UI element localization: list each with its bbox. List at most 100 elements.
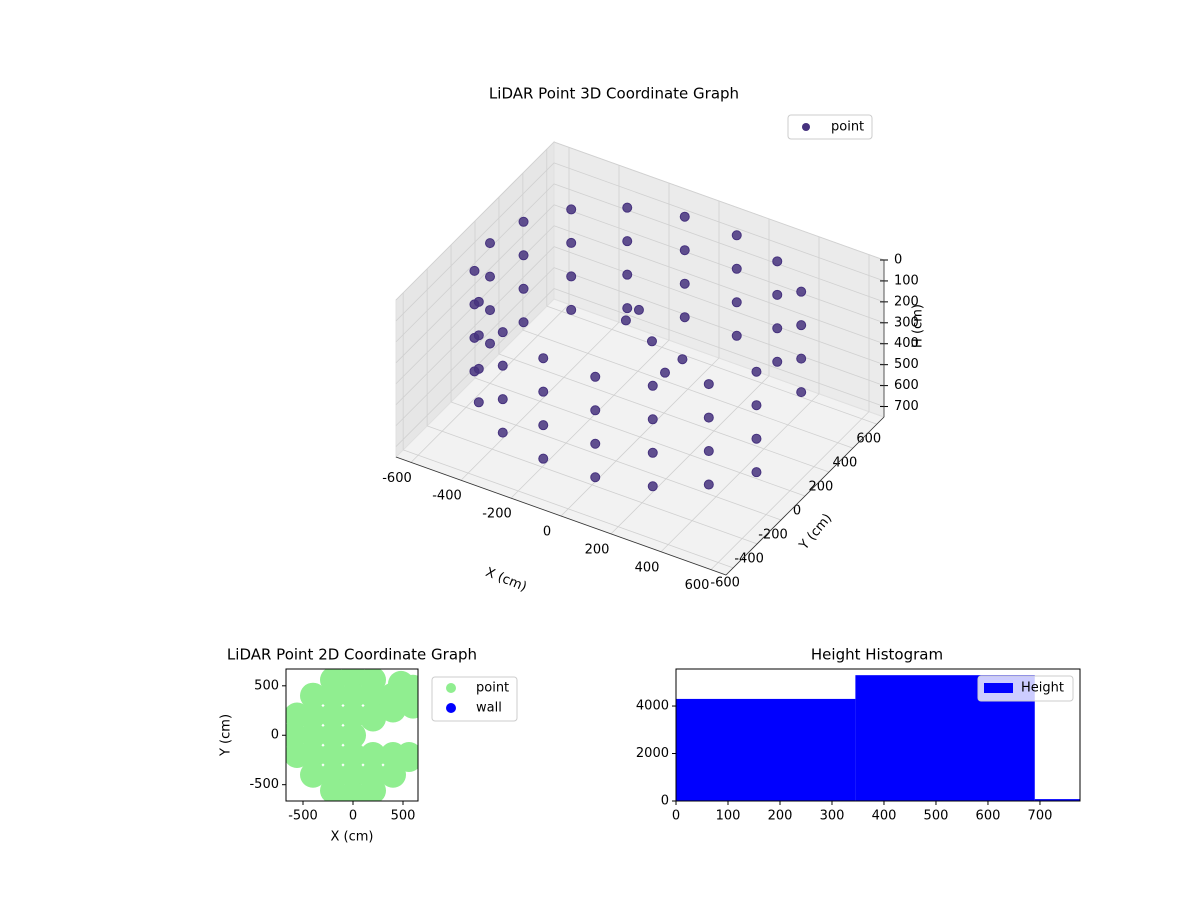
- point: [751, 433, 762, 444]
- chart-title: Height Histogram: [811, 646, 943, 664]
- grid-line: [395, 162, 555, 322]
- point: [703, 379, 714, 390]
- legend-patch: [984, 683, 1013, 693]
- point: [731, 263, 742, 274]
- y-tick-label: 0: [661, 794, 669, 809]
- point: [751, 400, 762, 411]
- y-tick-label: 0: [793, 504, 801, 519]
- point: [622, 236, 633, 247]
- grid-line: [553, 225, 885, 345]
- point: [538, 420, 549, 431]
- point: [646, 336, 657, 347]
- point: [647, 447, 658, 458]
- point: [497, 394, 508, 405]
- grid-line: [403, 449, 734, 569]
- point: [340, 702, 366, 729]
- grid-line: [395, 183, 555, 343]
- point: [731, 330, 742, 341]
- point: [300, 722, 326, 749]
- x-axis-label: X (cm): [331, 830, 374, 845]
- y-tick-label: -200: [758, 527, 788, 542]
- point: [340, 722, 366, 749]
- y-tick-label: 500: [254, 678, 279, 693]
- point: [590, 405, 601, 416]
- point: [622, 303, 633, 314]
- grid-line: [546, 305, 877, 425]
- point: [566, 304, 577, 315]
- z-tick-label: 100: [894, 273, 919, 288]
- point: [703, 479, 714, 490]
- point: [633, 304, 644, 315]
- point: [485, 271, 495, 282]
- point: [340, 781, 366, 801]
- z-tick-label: 200: [894, 294, 919, 309]
- point: [518, 250, 529, 261]
- x-tick-label: 300: [820, 809, 845, 824]
- grid-line: [474, 377, 806, 497]
- point: [751, 467, 762, 478]
- grid-line: [498, 353, 830, 473]
- y-tick-label: 200: [809, 480, 834, 495]
- point: [360, 777, 386, 801]
- point: [320, 722, 346, 749]
- z-tick-label: 600: [894, 378, 919, 393]
- point: [497, 427, 508, 438]
- x-tick-label: 0: [543, 525, 551, 540]
- point: [660, 367, 670, 378]
- point: [340, 669, 366, 689]
- y-tick-label: -600: [710, 575, 740, 590]
- point: [360, 705, 386, 732]
- point: [380, 696, 406, 723]
- legend-box: [977, 675, 1074, 702]
- point: [286, 702, 310, 729]
- point: [679, 211, 690, 222]
- point: [731, 230, 742, 241]
- point: [647, 380, 658, 391]
- z-tick-label: 300: [894, 315, 919, 330]
- point: [566, 237, 577, 248]
- point: [469, 332, 480, 343]
- bar: [676, 698, 856, 801]
- point: [485, 238, 495, 249]
- grid-line: [553, 246, 885, 366]
- axis-line: [395, 456, 727, 576]
- point: [751, 366, 762, 377]
- point: [320, 669, 346, 693]
- legend-marker: [802, 123, 810, 131]
- point: [396, 745, 418, 772]
- point: [679, 312, 690, 323]
- point: [518, 216, 529, 227]
- grid-line: [450, 401, 782, 521]
- point: [772, 323, 783, 334]
- y-tick-label: -500: [249, 777, 279, 792]
- y-tick-label: 400: [832, 456, 857, 471]
- point: [796, 353, 807, 364]
- point: [796, 387, 807, 398]
- point: [590, 472, 601, 483]
- point: [518, 283, 529, 294]
- y-tick-label: 2000: [636, 746, 669, 761]
- grid-line: [395, 204, 555, 364]
- point: [340, 682, 366, 709]
- chart-title: LiDAR Point 3D Coordinate Graph: [489, 85, 739, 103]
- point: [590, 371, 601, 382]
- point: [485, 305, 495, 316]
- x-tick-label: 100: [716, 809, 741, 824]
- point: [320, 777, 346, 801]
- point: [796, 320, 807, 331]
- point: [340, 742, 366, 769]
- point: [679, 278, 690, 289]
- point: [796, 286, 807, 297]
- point: [647, 414, 658, 425]
- x-tick-label: 200: [768, 809, 793, 824]
- point: [497, 360, 508, 371]
- x-tick-label: 200: [585, 542, 610, 557]
- point: [400, 692, 418, 719]
- point: [703, 446, 714, 457]
- z-axis-label: H (cm): [911, 304, 926, 348]
- x-tick-label: 600: [976, 809, 1001, 824]
- x-tick-label: 700: [1028, 809, 1053, 824]
- plot-area: [676, 675, 1080, 801]
- legend-label: point: [831, 120, 864, 135]
- grid-line: [553, 141, 885, 261]
